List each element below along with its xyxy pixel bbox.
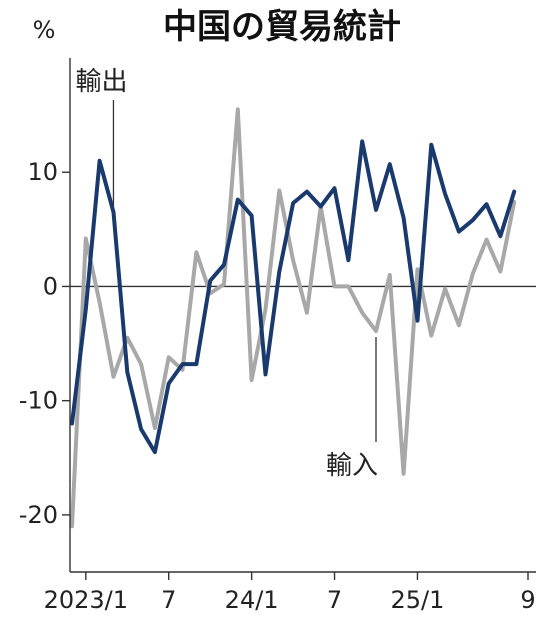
x-tick-label: 24/1 [225,586,279,614]
imports-series-label: 輸入 [326,451,378,481]
series-line-exports [70,139,517,455]
x-axis: 2023/1 7 24/1 7 25/1 9 [44,571,536,614]
y-tick-label: -10 [19,387,58,415]
exports-series-label: 輸出 [75,67,127,97]
series-lines [70,107,517,529]
x-tick-label: 9 [520,586,535,614]
x-tick-label: 25/1 [391,586,445,614]
x-tick-label: 7 [327,586,342,614]
y-tick-label: -20 [19,501,58,529]
chart-title: 中国の貿易統計 [163,7,401,47]
y-axis: 10 0 -10 -20 [19,58,71,572]
y-unit-label: % [33,16,56,44]
series-line-imports [70,107,517,529]
y-tick-label: 10 [27,158,58,186]
x-tick-label: 7 [161,586,176,614]
y-tick-label: 0 [43,272,58,300]
x-tick-label: 2023/1 [44,586,128,614]
